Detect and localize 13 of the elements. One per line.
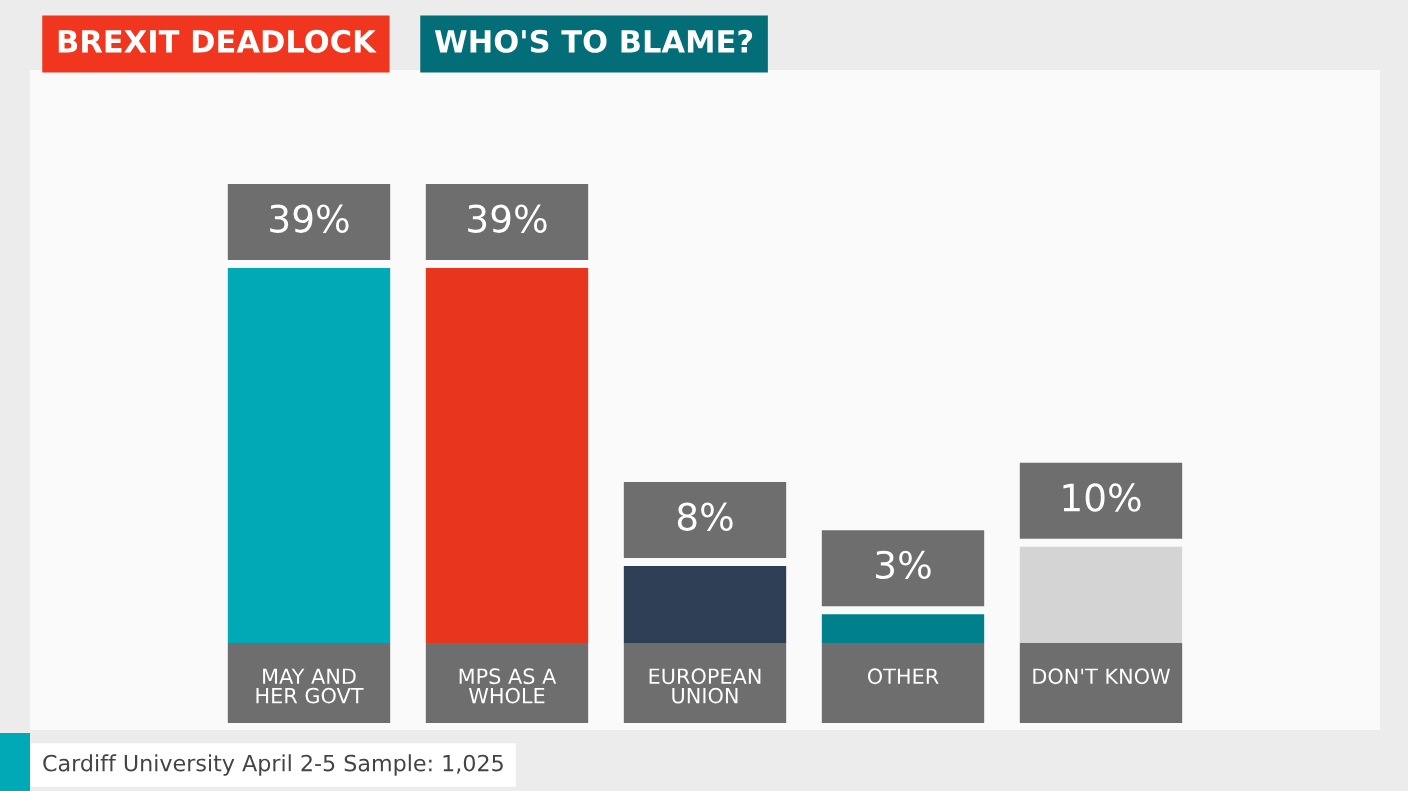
x-tick-label: OTHER xyxy=(867,668,939,685)
chart-title: BREXIT DEADLOCK xyxy=(58,29,377,53)
data-label: 10% xyxy=(1063,483,1141,512)
x-tick-label: MAY AND HER GOVT xyxy=(256,668,364,704)
x-tick-label: MPS AS A WHOLE xyxy=(459,668,557,704)
data-label: 39% xyxy=(468,204,547,233)
x-tick-label: DON'T KNOW xyxy=(1033,668,1170,685)
data-label: 39% xyxy=(270,204,349,233)
chart-subtitle: WHO'S TO BLAME? xyxy=(434,29,753,53)
data-label: 3% xyxy=(876,550,931,580)
text: Cardiff University April 2-5 Sample: 1,025 xyxy=(43,754,503,776)
x-tick-label: EUROPEAN UNION xyxy=(649,668,761,704)
data-label: 8% xyxy=(677,502,733,531)
